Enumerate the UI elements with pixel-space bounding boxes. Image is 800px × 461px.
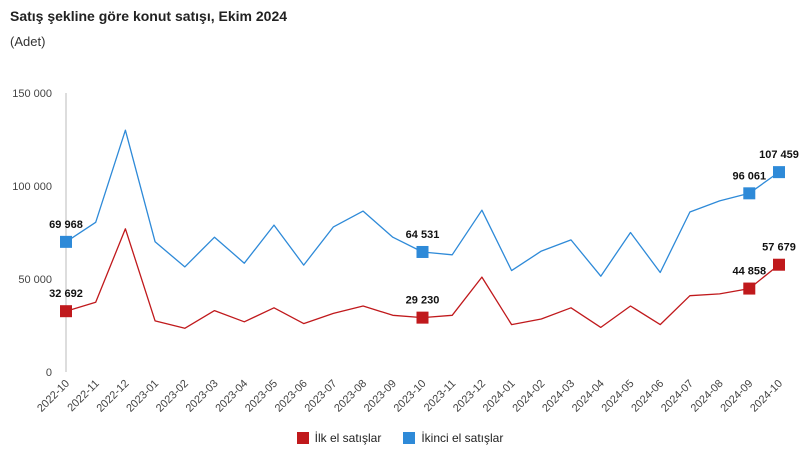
chart-title: Satış şekline göre konut satışı, Ekim 20… (10, 8, 288, 24)
data-marker (416, 245, 429, 258)
legend-label-ilk-el: İlk el satışlar (314, 431, 382, 445)
data-marker (743, 282, 756, 295)
y-tick-label: 50 000 (18, 274, 52, 286)
data-label: 57 679 (762, 242, 796, 254)
y-tick-label: 150 000 (12, 88, 52, 100)
data-label: 29 230 (406, 295, 440, 307)
data-label: 32 692 (49, 288, 83, 300)
data-marker (773, 258, 785, 271)
data-marker (773, 166, 785, 179)
data-marker (60, 305, 72, 318)
data-marker (416, 311, 429, 324)
chart-subtitle: (Adet) (10, 34, 46, 49)
x-tick-label: 2022-10 (35, 378, 72, 415)
y-tick-label: 0 (46, 367, 52, 379)
legend-item-ilk-el: İlk el satışlar (296, 431, 382, 445)
data-label: 96 061 (732, 170, 766, 182)
data-marker (60, 235, 72, 248)
data-label: 64 531 (406, 229, 440, 241)
x-tick-label: 2024-10 (748, 378, 785, 415)
x-tick-label: 2023-10 (392, 378, 429, 415)
y-tick-label: 100 000 (12, 181, 52, 193)
data-label: 107 459 (759, 149, 799, 161)
legend-swatch-ikinci-el (403, 432, 416, 444)
data-marker (743, 187, 756, 200)
legend-item-ikinci-el: İkinci el satışlar (403, 431, 503, 445)
legend-swatch-ilk-el (296, 432, 309, 444)
data-label: 44 858 (732, 266, 766, 278)
legend-label-ikinci-el: İkinci el satışlar (421, 431, 504, 445)
legend: İlk el satışlar İkinci el satışlar (0, 431, 800, 445)
data-label: 69 968 (49, 219, 83, 231)
